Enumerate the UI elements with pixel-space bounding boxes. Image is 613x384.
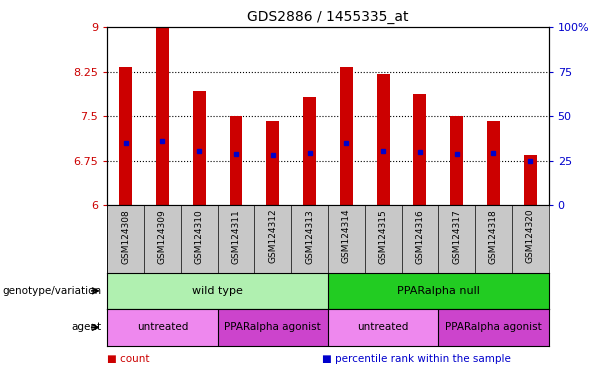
Text: genotype/variation: genotype/variation [2,286,101,296]
Title: GDS2886 / 1455335_at: GDS2886 / 1455335_at [247,10,409,25]
Text: GSM124314: GSM124314 [342,209,351,263]
Text: PPARalpha null: PPARalpha null [397,286,480,296]
Bar [487,121,500,205]
Bar [156,27,169,205]
Text: GSM124320: GSM124320 [526,209,535,263]
Text: PPARalpha agonist: PPARalpha agonist [445,322,542,333]
Text: GSM124315: GSM124315 [379,209,387,263]
Bar [229,116,243,205]
Text: untreated: untreated [357,322,409,333]
Text: GSM124316: GSM124316 [416,209,424,263]
Text: GSM124308: GSM124308 [121,209,130,263]
Bar [328,273,549,309]
Text: wild type: wild type [192,286,243,296]
Bar [524,155,537,205]
Text: GSM124311: GSM124311 [232,209,240,263]
Text: GSM124318: GSM124318 [489,209,498,263]
Text: PPARalpha agonist: PPARalpha agonist [224,322,321,333]
Bar [303,97,316,205]
Bar [328,309,438,346]
Text: GSM124309: GSM124309 [158,209,167,263]
Bar [450,116,463,205]
Bar [414,94,427,205]
Bar [438,309,549,346]
Text: agent: agent [71,322,101,333]
Bar [192,91,206,205]
Text: ■ count: ■ count [107,354,150,364]
Bar [266,121,280,205]
Text: GSM124313: GSM124313 [305,209,314,263]
Bar [119,67,132,205]
Text: GSM124312: GSM124312 [268,209,277,263]
Bar [107,273,328,309]
Bar [218,309,328,346]
Text: ■ percentile rank within the sample: ■ percentile rank within the sample [322,354,511,364]
Bar [107,309,218,346]
Text: GSM124310: GSM124310 [195,209,204,263]
Bar [340,67,353,205]
Bar [376,74,390,205]
Text: untreated: untreated [137,322,188,333]
Text: GSM124317: GSM124317 [452,209,461,263]
